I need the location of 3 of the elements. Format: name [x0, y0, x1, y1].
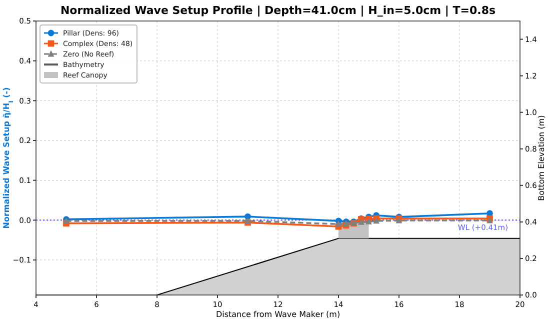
x-axis-title: Distance from Wave Maker (m) — [216, 310, 340, 319]
chart-title: Normalized Wave Setup Profile | Depth=41.0cm | H_in=5.0cm | T=0.8s — [60, 4, 496, 17]
y2-axis-title: Bottom Elevation (m) — [537, 115, 546, 201]
